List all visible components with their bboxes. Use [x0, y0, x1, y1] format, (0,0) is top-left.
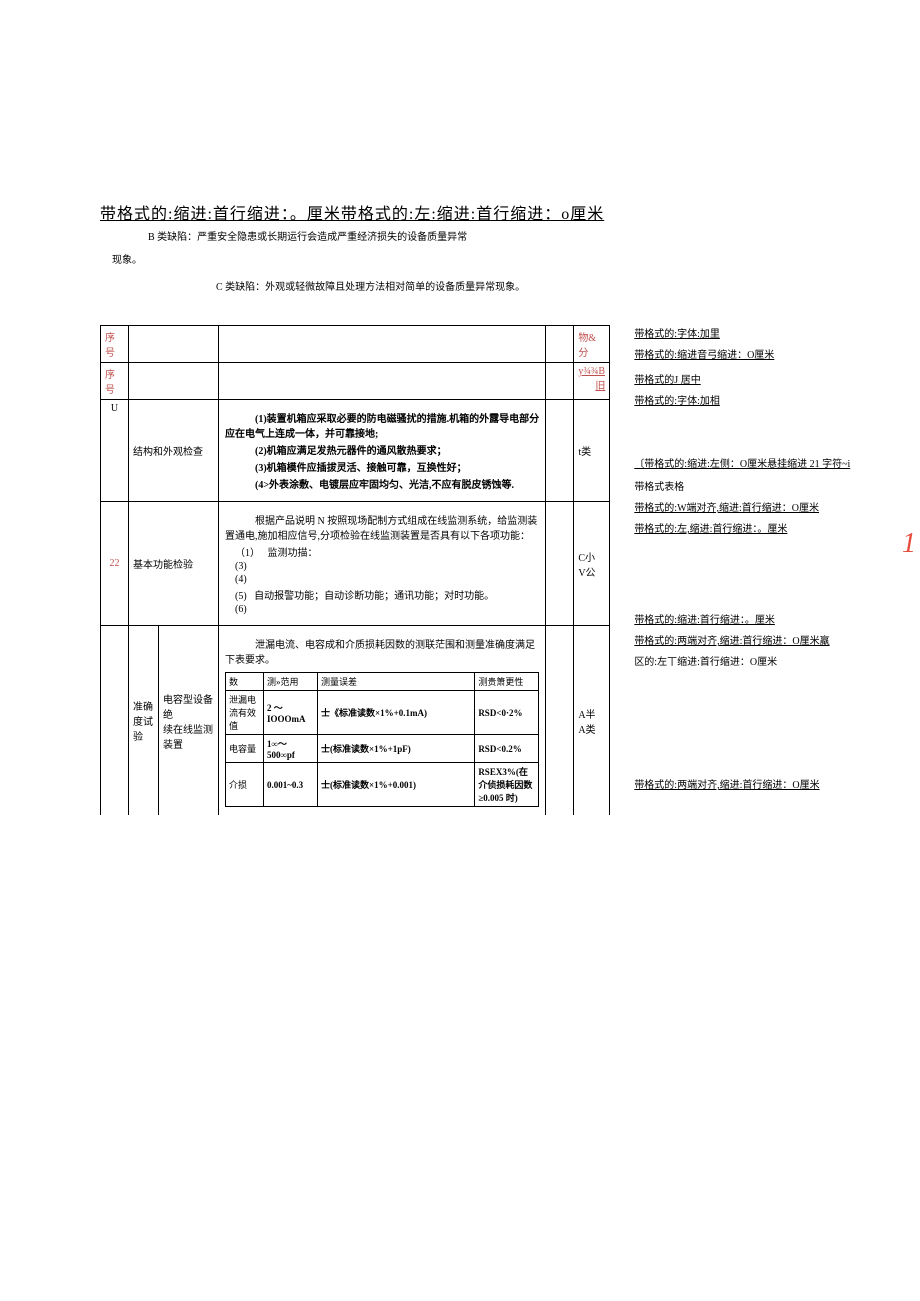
ir3-c4: RSEX3%(在介侦损耗因数≥0.005 时) [475, 763, 539, 807]
side-note: 区的:左丅缩进:首行缩进：O厘米 [634, 653, 880, 668]
defect-c-line: C 类缺陷：外观或轻微故障且处理方法相对简单的设备质量异常现象。 [216, 278, 880, 293]
ir1-c2: 2 ～ IOOOmA [264, 691, 318, 735]
ih-err: 测量误差 [318, 673, 475, 691]
table-row: 22 基本功能检验 根据产品说明 N 按照现场配制方式组成在线监测系统，给监测装… [101, 502, 610, 626]
ir2-c1: 电容量 [226, 735, 264, 763]
ih-range: 测»范用 [264, 673, 318, 691]
red-annotation-mark: 1 [902, 528, 916, 560]
th-empty2 [219, 326, 546, 363]
ir2-c4: RSD<0.2% [475, 735, 539, 763]
row3-name1: 准确度试验 [129, 626, 159, 816]
header-format-line: 带格式的:缩进:首行缩进：。厘米带格式的:左:缩进:首行缩进：o厘米 [100, 200, 880, 224]
row2-grade: C小V公 [574, 502, 610, 626]
ir3-c1: 介损 [226, 763, 264, 807]
table-head-2: 序号 y¾¾B 旧 [101, 363, 610, 400]
side-note: 带格式的:字体:加相 [634, 392, 880, 407]
row3-empty [546, 626, 574, 816]
row3-req: 泄漏电流、电容成和介质损耗因数的测联茫围和测量准确度满足下表要求。 数 测»范用… [219, 626, 546, 816]
row1-grade: t类 [574, 400, 610, 502]
ir2-c2: 1∞～500∞pf [264, 735, 318, 763]
ir1-c1: 泄漏电流有效值 [226, 691, 264, 735]
ir3-c3: 士(标准读数×1%+0.001) [318, 763, 475, 807]
ir1-c3: 士《标准读数×1%+0.1mA) [318, 691, 475, 735]
row2-num: 22 [101, 502, 129, 626]
side-note: 带格式的:字体:加里 [634, 325, 880, 340]
side-annotations: 带格式的:字体:加里 带格式的:缩进音弓缩进：O厘米 带格式的J 居中 带格式的… [634, 325, 880, 797]
th2-grade: y¾¾B 旧 [574, 363, 610, 400]
th2-empty2 [219, 363, 546, 400]
th-empty3 [546, 326, 574, 363]
ir3-c2: 0.001~0.3 [264, 763, 318, 807]
side-note: 带格式表格 [634, 478, 880, 493]
row1-num: U [101, 400, 129, 502]
side-note: 带格式的J 居中 [634, 371, 880, 386]
defect-c-label: C [216, 282, 223, 293]
th-empty [129, 326, 219, 363]
row3-grade: A半A类 [574, 626, 610, 816]
side-note: 带格式的:两端对齐,缩进:首行缩进：O厘米 [634, 776, 880, 791]
row2-empty [546, 502, 574, 626]
th2-empty [129, 363, 219, 400]
row2-name: 基本功能检验 [129, 502, 219, 626]
row1-name: 结构和外观检查 [129, 400, 219, 502]
row3-empty-l [101, 626, 129, 816]
phenomenon-text: 现象。 [112, 251, 880, 266]
defect-b-line: B 类缺陷：严重安全隐患或长期运行会造成严重经济损失的设备质量异常 [148, 228, 880, 243]
defect-b-text: 类缺陷：严重安全隐患或长期运行会造成严重经济损失的设备质量异常 [157, 232, 467, 243]
inner-table: 数 测»范用 测量误差 测贵箫更性 泄漏电流有效值 2 ～ IOOOmA 士《标… [225, 672, 539, 807]
th2-seq: 序号 [101, 363, 129, 400]
side-note: 带格式的:缩进音弓缩进：O厘米 [634, 346, 880, 361]
main-table: 序号 物&分 序号 y¾¾B 旧 U 结构和外观检查 (1 [100, 325, 610, 815]
ih-rep: 测贵箫更性 [475, 673, 539, 691]
defect-b-label: B [148, 232, 155, 243]
side-note: 带格式的:两端对齐,缩进:首行缩进：O厘米羸 [634, 632, 880, 647]
th-grade: 物&分 [574, 326, 610, 363]
th-seq: 序号 [101, 326, 129, 363]
defect-c-text: 类缺陷：外观或轻微故障且处理方法相对简单的设备质量异常现象。 [225, 282, 525, 293]
row1-empty [546, 400, 574, 502]
side-note: 带格式的:左,缩进:首行缩进：。厘米 [634, 520, 880, 535]
ir2-c3: 士(标准读数×1%+1pF) [318, 735, 475, 763]
side-note: 带格式的:缩进:首行缩进：。厘米 [634, 611, 880, 626]
ir1-c4: RSD<0·2% [475, 691, 539, 735]
table-row: 准确度试验 电容型设备绝续在线监测装置 泄漏电流、电容成和介质损耗因数的测联茫围… [101, 626, 610, 816]
table-head-1: 序号 物&分 [101, 326, 610, 363]
row3-name2: 电容型设备绝续在线监测装置 [159, 626, 219, 816]
ih-param: 数 [226, 673, 264, 691]
th2-empty3 [546, 363, 574, 400]
side-note: 〔带格式的:缩进:左侧：O厘米悬挂缩进 21 字符~i [634, 455, 880, 470]
side-note: 带格式的:W端对齐,缩进:首行缩进：O厘米 [634, 499, 880, 514]
row1-req: (1)装置机箱应采取必要的防电磁骚扰的措施.机箱的外露导电部分应在电气上连成一体… [219, 400, 546, 502]
table-row: U 结构和外观检查 (1)装置机箱应采取必要的防电磁骚扰的措施.机箱的外露导电部… [101, 400, 610, 502]
row2-req: 根据产品说明 N 按照现场配制方式组成在线监测系统，给监测装置通电,施加相应信号… [219, 502, 546, 626]
